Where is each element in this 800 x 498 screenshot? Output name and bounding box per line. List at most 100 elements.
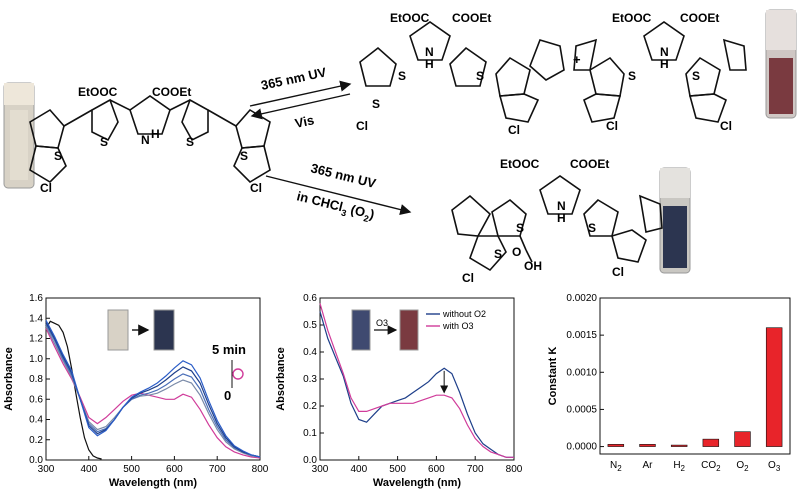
molecule-peroxide-form [451, 175, 663, 272]
atom-cl: Cl [606, 119, 618, 133]
ester-right-label: COOEt [680, 11, 719, 25]
molecule-closed-form-a [359, 21, 565, 123]
atom-h: H [425, 57, 434, 71]
atom-s: S [398, 69, 406, 83]
x-category-label: N2 [610, 460, 622, 473]
arrow-forward-label: 365 nm UV [260, 64, 328, 93]
atom-s: S [516, 221, 524, 235]
atom-s: S [372, 97, 380, 111]
vial-clear-top-left [3, 82, 35, 189]
x-tick-label: 300 [38, 464, 55, 475]
atom-s: S [240, 149, 248, 163]
y-tick-label: 0.0 [303, 455, 317, 466]
x-tick-label: 700 [209, 464, 226, 475]
x-tick-label: 500 [389, 464, 406, 475]
y-tick-label: 0.1 [303, 428, 317, 439]
series-line [319, 303, 514, 458]
y-tick-label: 1.2 [29, 334, 43, 345]
bar [765, 327, 783, 447]
atom-o: O [512, 245, 521, 259]
x-tick-label: 600 [166, 464, 183, 475]
x-tick-label: 400 [80, 464, 97, 475]
y-tick-label: 0.0015 [566, 330, 597, 341]
x-category-label: O2 [736, 460, 749, 473]
arrow-back-label: Vis [294, 112, 316, 131]
y-tick-label: 0.5 [303, 320, 317, 331]
arrow-forward-uv [249, 80, 352, 107]
x-category-label: H2 [673, 460, 685, 473]
ozone-icon [232, 368, 244, 380]
atom-s: S [692, 69, 700, 83]
annotation-time-start: 0 [224, 388, 231, 403]
y-tick-label: 0.6 [303, 293, 317, 304]
atom-cl: Cl [720, 119, 732, 133]
atom-cl: Cl [508, 123, 520, 137]
plus-sign: + [573, 52, 581, 67]
bar [639, 444, 656, 447]
inset-ozone-label: O3 [376, 318, 388, 328]
x-tick-label: 800 [252, 464, 269, 475]
y-tick-label: 0.0000 [566, 442, 597, 453]
y-axis-label: Absorbance [3, 347, 15, 411]
atom-n: N [660, 45, 669, 59]
y-tick-label: 0.4 [29, 415, 43, 426]
ester-left-label: EtOOC [612, 11, 652, 25]
y-tick-label: 0.4 [303, 347, 317, 358]
arrow-oxidation-label: 365 nm UV [309, 160, 377, 191]
bar [734, 431, 751, 447]
x-tick-label: 600 [428, 464, 445, 475]
x-category-label: O3 [768, 460, 781, 473]
atom-s: S [54, 149, 62, 163]
x-tick-label: 500 [123, 464, 140, 475]
y-axis-label: Absorbance [275, 347, 287, 411]
legend-label: with O3 [442, 321, 474, 331]
arrow-back-vis [250, 93, 351, 120]
atom-s: S [628, 69, 636, 83]
inset-vial-before [351, 309, 371, 351]
atom-s: S [186, 135, 194, 149]
atom-h: H [151, 127, 160, 141]
y-tick-label: 0.0 [29, 455, 43, 466]
ester-right-label: COOEt [452, 11, 491, 25]
atom-n: N [141, 133, 150, 147]
ester-left-label: EtOOC [500, 157, 540, 171]
y-tick-label: 0.2 [303, 401, 317, 412]
atom-cl: Cl [356, 119, 368, 133]
legend-label: without O2 [442, 309, 486, 319]
bar [702, 438, 720, 447]
atom-n: N [425, 45, 434, 59]
y-tick-label: 0.6 [29, 394, 43, 405]
y-tick-label: 0.0020 [566, 293, 597, 304]
ester-left-label: EtOOC [390, 11, 430, 25]
y-tick-label: 0.0005 [566, 404, 597, 415]
annotation-time-end: 5 min [212, 342, 246, 357]
y-tick-label: 1.0 [29, 354, 43, 365]
ester-right-label: COOEt [570, 157, 609, 171]
series-line [319, 311, 514, 458]
atom-cl: Cl [40, 181, 52, 195]
x-tick-label: 800 [506, 464, 523, 475]
x-tick-label: 400 [350, 464, 367, 475]
inset-vial-after [399, 309, 419, 351]
atom-cl: Cl [250, 181, 262, 195]
molecule-closed-form-b [573, 21, 747, 123]
x-category-label: CO2 [701, 460, 721, 473]
vial-red-top-right [765, 9, 797, 119]
chart-absorbance-time: 300 400 500 600 700 800 0.0 0.2 0.4 0.6 0.8 1.0 1.2 1… [3, 293, 269, 489]
vial-blue-middle-right [659, 167, 691, 274]
y-tick-label: 1.4 [29, 313, 43, 324]
atom-cl: Cl [612, 265, 624, 279]
ester-left-label: EtOOC [78, 85, 118, 99]
atom-s: S [494, 247, 502, 261]
arrow-oxidation [265, 175, 412, 216]
y-axis-label: Constant K [547, 347, 559, 406]
atom-s: S [476, 69, 484, 83]
atom-h: H [557, 211, 566, 225]
y-tick-label: 1.6 [29, 293, 43, 304]
bar [607, 444, 625, 447]
y-tick-label: 0.0010 [566, 367, 597, 378]
atom-s: S [588, 221, 596, 235]
plot-frame [45, 297, 261, 461]
series-line [45, 320, 261, 458]
